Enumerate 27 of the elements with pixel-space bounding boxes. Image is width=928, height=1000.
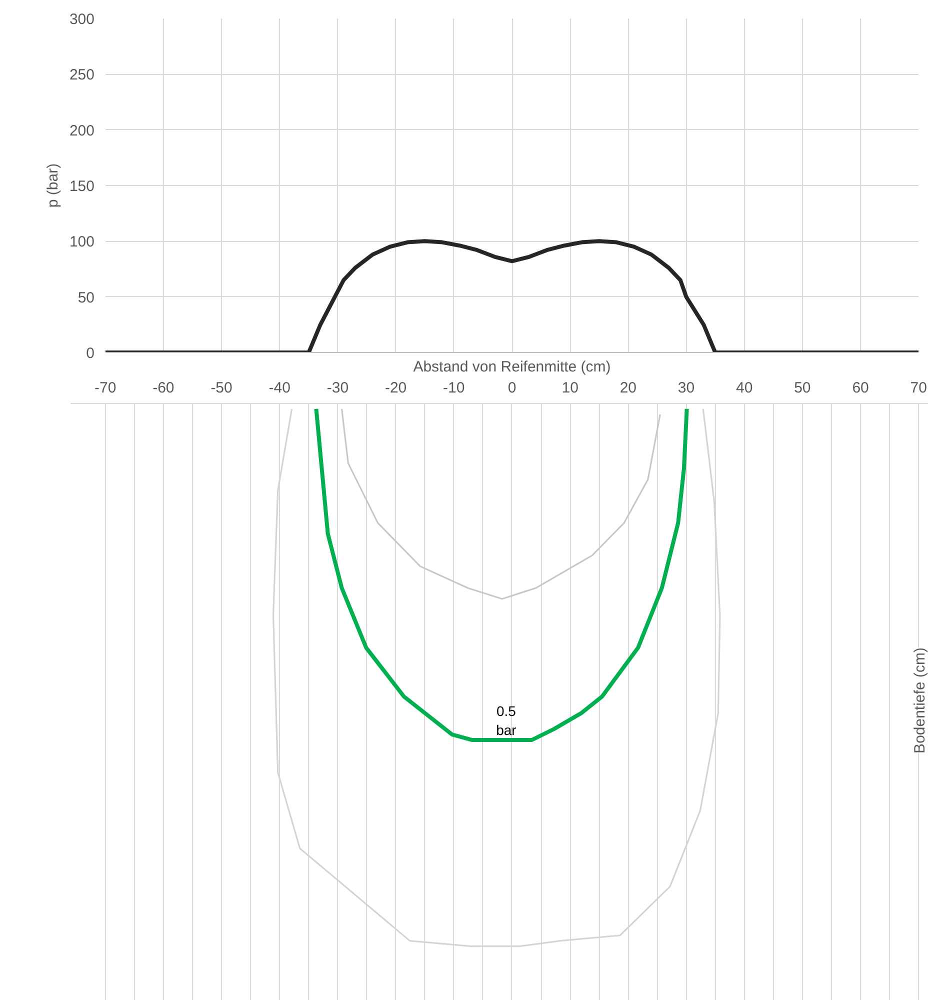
y-axis-title: Bodentiefe (cm) (912, 648, 928, 754)
x-tick-label: 40 (736, 380, 753, 396)
x-tick-label: -40 (268, 380, 290, 396)
x-tick-label: -20 (384, 380, 407, 396)
x-tick-label: -60 (152, 380, 174, 396)
x-tick-label: 10 (562, 380, 578, 396)
line-series (106, 239, 918, 352)
y-axis-title: p (bar) (44, 163, 62, 208)
x-tick-label: 20 (620, 380, 637, 396)
y-tick-label: 150 (69, 178, 95, 195)
y-tick-label: 50 (78, 289, 95, 306)
y-tick-label: 100 (69, 234, 95, 251)
x-tick-label: 70 (910, 380, 927, 396)
y-tick-label: 200 (69, 122, 95, 140)
x-tick-label: -30 (326, 380, 349, 396)
y-tick-label: 0 (86, 345, 94, 362)
y-tick-label: 300 (69, 11, 95, 28)
x-tick-label: 30 (678, 380, 695, 396)
x-axis-title: Abstand von Reifenmitte (cm) (413, 358, 611, 376)
x-tick-label: -50 (210, 380, 232, 396)
x-tick-label: 0 (508, 380, 516, 396)
x-tick-label: -10 (443, 380, 465, 396)
x-tick-label: -70 (94, 380, 116, 396)
y-tick-label: 250 (69, 66, 95, 84)
x-tick-label: 50 (794, 380, 811, 396)
annotation: 0.5 bar (496, 702, 517, 738)
x-tick-label: 60 (852, 380, 869, 396)
